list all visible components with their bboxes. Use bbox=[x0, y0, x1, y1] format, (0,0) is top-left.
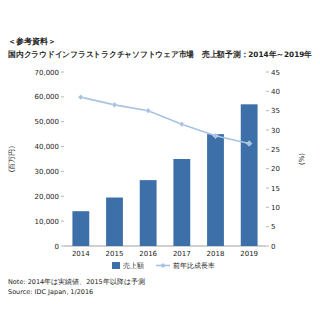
y2-tick bbox=[266, 110, 269, 111]
y-tick bbox=[61, 72, 64, 73]
y-tick bbox=[61, 96, 64, 97]
chart-title: 国内クラウドインフラストラクチャソフトウェア市場 売上額予測：2014年～201… bbox=[8, 49, 312, 59]
y-tick-label: 10,000 bbox=[35, 218, 60, 226]
y2-tick-label: 40 bbox=[271, 88, 280, 96]
bar bbox=[207, 134, 224, 246]
legend: 売上額 前年比成長率 bbox=[112, 262, 215, 270]
y-tick-label: 50,000 bbox=[35, 118, 60, 126]
y2-tick bbox=[266, 149, 269, 150]
y2-tick-label: 15 bbox=[271, 185, 280, 193]
y2-tick bbox=[266, 246, 269, 247]
y2-tick-label: 30 bbox=[271, 127, 280, 135]
y-tick-label: 20,000 bbox=[35, 193, 60, 201]
y2-tick bbox=[266, 207, 269, 208]
y2-tick-label: 5 bbox=[271, 223, 275, 231]
y2-tick-label: 20 bbox=[271, 165, 280, 173]
marker bbox=[246, 141, 252, 147]
bar bbox=[140, 180, 157, 246]
legend-label: 売上額 bbox=[123, 262, 144, 270]
bar bbox=[72, 211, 89, 246]
x-tick-label: 2015 bbox=[106, 250, 124, 258]
y-tick bbox=[61, 171, 64, 172]
y-tick bbox=[61, 121, 64, 122]
line bbox=[81, 97, 249, 143]
y2-tick bbox=[266, 130, 269, 131]
bar bbox=[241, 104, 258, 246]
y2-tick bbox=[266, 91, 269, 92]
y2-tick-label: 35 bbox=[271, 107, 280, 115]
y-tick-label: 30,000 bbox=[35, 168, 60, 176]
y-tick-label: 0 bbox=[55, 243, 59, 251]
y2-tick bbox=[266, 72, 269, 73]
y-tick bbox=[61, 196, 64, 197]
y2-tick bbox=[266, 188, 269, 189]
bar bbox=[173, 159, 190, 246]
y-tick-label: 40,000 bbox=[35, 143, 60, 151]
y2-axis-title: (%) bbox=[298, 153, 306, 165]
y-tick bbox=[61, 146, 64, 147]
bar bbox=[106, 198, 123, 246]
y2-tick bbox=[266, 226, 269, 227]
marker bbox=[179, 121, 185, 127]
y-axis-title: (百万円) bbox=[8, 146, 16, 173]
y2-tick-label: 0 bbox=[271, 243, 275, 251]
note: Source: IDC Japan, 1/2016 bbox=[8, 288, 93, 296]
header: ＜参考資料＞ bbox=[8, 37, 56, 46]
y-tick-label: 60,000 bbox=[35, 93, 60, 101]
y2-tick-label: 10 bbox=[271, 204, 280, 212]
x-tick-label: 2019 bbox=[240, 250, 258, 258]
marker bbox=[78, 94, 84, 100]
y-tick bbox=[61, 246, 64, 247]
legend-swatch bbox=[160, 263, 165, 268]
marker bbox=[145, 108, 151, 114]
y2-tick-label: 45 bbox=[271, 69, 280, 77]
y2-tick-label: 25 bbox=[271, 146, 280, 154]
marker bbox=[213, 133, 219, 139]
note: Note: 2014年は実績値、2015年以降は予測 bbox=[8, 278, 145, 286]
marker bbox=[112, 102, 118, 108]
legend-swatch bbox=[112, 262, 120, 269]
marks bbox=[72, 94, 257, 246]
legend-label: 前年比成長率 bbox=[173, 262, 215, 270]
x-tick-label: 2014 bbox=[72, 250, 90, 258]
x-tick-label: 2016 bbox=[139, 250, 157, 258]
chart-root: ＜参考資料＞ 国内クラウドインフラストラクチャソフトウェア市場 売上額予測：201… bbox=[0, 0, 320, 320]
chart-svg: ＜参考資料＞ 国内クラウドインフラストラクチャソフトウェア市場 売上額予測：201… bbox=[0, 0, 320, 320]
y2-tick bbox=[266, 168, 269, 169]
x-tick-label: 2018 bbox=[207, 250, 225, 258]
x-tick-label: 2017 bbox=[173, 250, 191, 258]
y-tick bbox=[61, 221, 64, 222]
y-tick-label: 70,000 bbox=[35, 69, 60, 77]
x-axis-line bbox=[64, 246, 266, 247]
